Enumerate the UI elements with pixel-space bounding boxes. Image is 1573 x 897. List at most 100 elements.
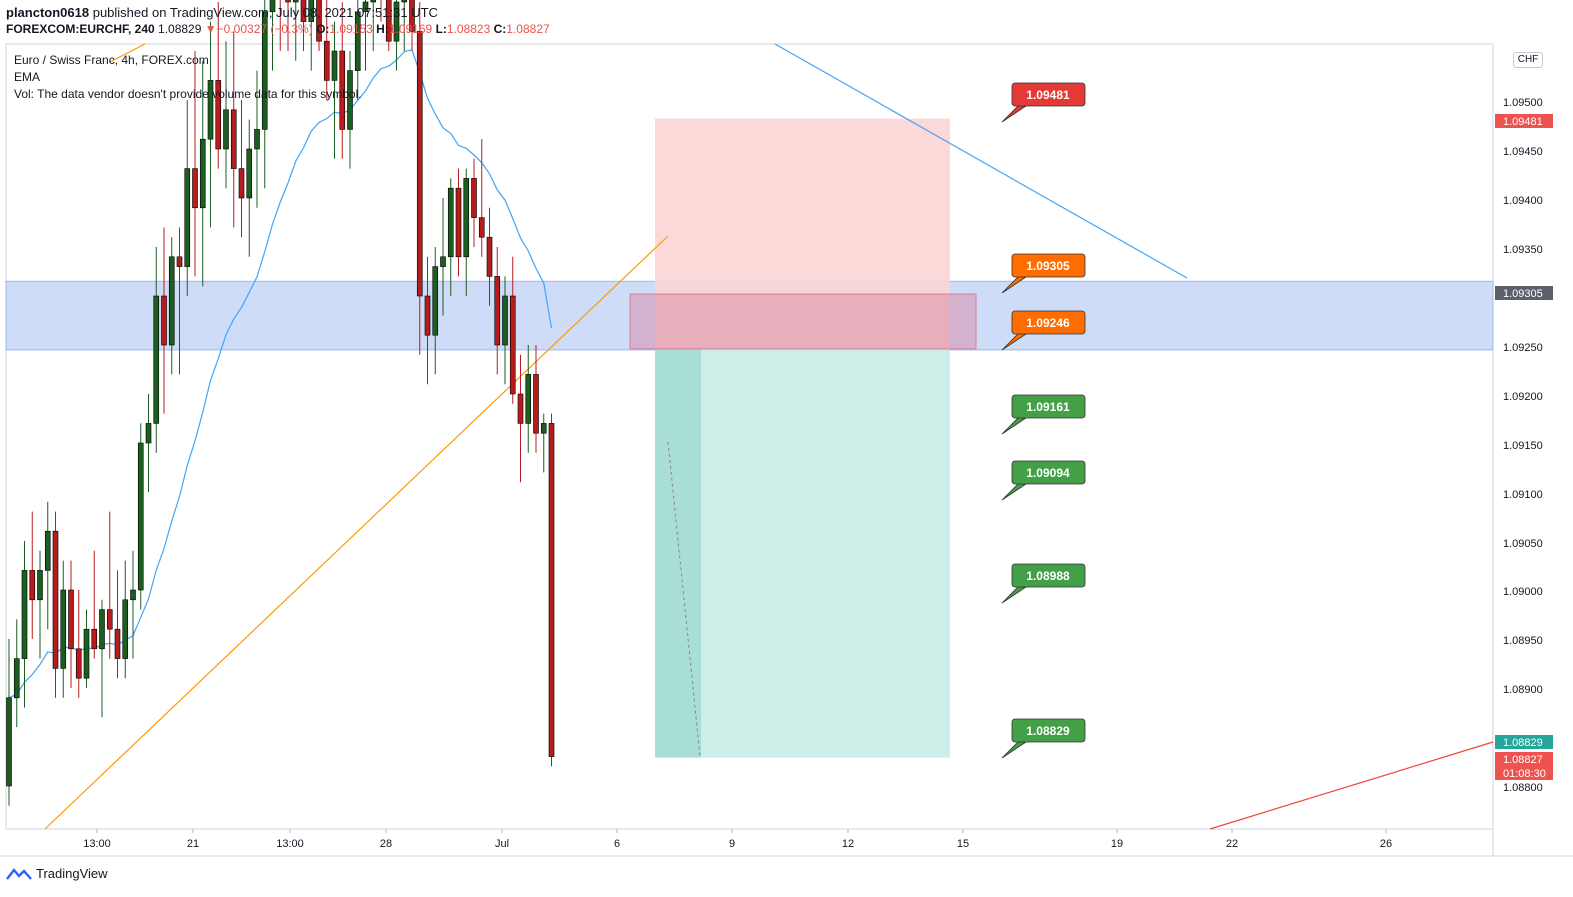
callout-value: 1.09161 — [1026, 400, 1070, 414]
legend-ema[interactable]: EMA — [14, 70, 41, 84]
candle — [323, 0, 330, 100]
candle — [130, 550, 136, 659]
publish-header: plancton0618 published on TradingView.co… — [6, 5, 438, 20]
candle-body — [168, 256, 175, 346]
candle-body — [68, 589, 74, 650]
candle — [540, 413, 547, 473]
candle — [184, 100, 191, 296]
candle-body — [409, 0, 415, 32]
candle-body — [52, 530, 59, 669]
candle — [246, 119, 253, 257]
price-callout: 1.08988 — [1001, 563, 1086, 604]
candle-body — [37, 570, 43, 601]
candle — [145, 394, 152, 492]
progress-zone — [655, 348, 701, 758]
candle — [207, 21, 214, 228]
candle — [106, 511, 113, 659]
high-label: H: — [376, 22, 389, 36]
candle — [525, 345, 532, 453]
tag-value: 1.09305 — [1503, 288, 1543, 300]
candle-body — [463, 178, 470, 258]
time-tick-label: 19 — [1111, 838, 1123, 850]
candle — [99, 599, 105, 718]
price-callout: 1.09305 — [1001, 253, 1086, 294]
tag-bg — [1495, 114, 1553, 128]
price-tick-label: 1.09150 — [1503, 440, 1543, 452]
candle-body — [440, 256, 446, 267]
price-callout: 1.09094 — [1001, 460, 1086, 501]
price-tick-label: 1.09500 — [1503, 97, 1543, 109]
price-tick-label: 1.09400 — [1503, 195, 1543, 207]
candle — [52, 511, 59, 698]
candle — [424, 256, 431, 385]
candle — [440, 198, 446, 316]
candle-body — [347, 70, 353, 130]
red-ray-line — [1209, 741, 1494, 830]
price-tick-label: 1.09100 — [1503, 489, 1543, 501]
time-tick-label: 13:00 — [83, 838, 111, 850]
price-callout: 1.09246 — [1001, 310, 1086, 351]
candle — [269, 0, 276, 71]
currency-button[interactable]: CHF — [1513, 52, 1543, 68]
candle — [502, 276, 508, 385]
candle — [292, 0, 299, 61]
change-value: −0.00327 (−0.3%) — [216, 22, 313, 36]
candle-body — [478, 217, 485, 238]
candle — [230, 31, 237, 228]
candle-body — [548, 423, 555, 757]
candle — [409, 0, 415, 51]
high-value: 1.09169 — [388, 22, 433, 36]
chart-zones — [5, 118, 1494, 758]
candle — [279, 0, 281, 51]
price-callout: 1.08829 — [1001, 718, 1086, 759]
price-tick-label: 1.09450 — [1503, 146, 1543, 158]
candle — [75, 590, 82, 698]
footer: TradingView — [6, 866, 108, 881]
legend-volume[interactable]: Vol: The data vendor doesn't provide vol… — [14, 87, 362, 101]
callout-box — [1011, 563, 1086, 588]
price-tick-label: 1.09350 — [1503, 244, 1543, 256]
take-profit-zone — [655, 348, 950, 758]
publish-info: published on TradingView.com, July 08, 2… — [92, 5, 438, 20]
tag-value: 1.08827 — [1503, 754, 1543, 766]
candle-body — [215, 80, 222, 150]
footer-brand[interactable]: TradingView — [36, 866, 108, 881]
candle-body — [316, 0, 322, 42]
trend-lines — [44, 43, 1494, 830]
candle-body — [323, 40, 330, 81]
axis-price-tag: 01:08:30 — [1495, 766, 1553, 780]
candle — [91, 550, 98, 659]
change-arrow-icon: ▼ — [204, 22, 217, 36]
candle-body — [393, 1, 400, 42]
candle-body — [292, 0, 299, 3]
candle — [6, 639, 12, 806]
price-tick-label: 1.09000 — [1503, 586, 1543, 598]
candle-body — [192, 168, 198, 209]
candle-body — [269, 0, 276, 13]
candle-body — [401, 0, 408, 3]
price-tick-label: 1.09050 — [1503, 538, 1543, 550]
time-tick-label: 26 — [1380, 838, 1392, 850]
last-price: 1.08829 — [158, 22, 202, 36]
candle-body — [91, 628, 98, 650]
axis-price-tag: 1.08829 — [1495, 735, 1553, 749]
candle — [463, 168, 470, 296]
candle-body — [184, 168, 191, 267]
candle-body — [29, 570, 36, 601]
candle — [285, 0, 291, 51]
price-callout: 1.09161 — [1001, 394, 1086, 435]
callout-box — [1011, 394, 1086, 419]
candle-body — [424, 295, 431, 336]
time-tick-label: 9 — [729, 838, 735, 850]
candle — [238, 100, 245, 238]
candle-body — [99, 609, 105, 650]
candle — [380, 0, 382, 22]
candle-body — [385, 0, 392, 42]
legend-symbol[interactable]: Euro / Swiss Franc, 4h, FOREX.com — [14, 53, 209, 67]
time-tick-label: 28 — [380, 838, 392, 850]
author-name[interactable]: plancton0618 — [6, 5, 90, 20]
candle — [432, 247, 439, 375]
candle-body — [254, 129, 260, 150]
callout-box — [1011, 460, 1086, 485]
